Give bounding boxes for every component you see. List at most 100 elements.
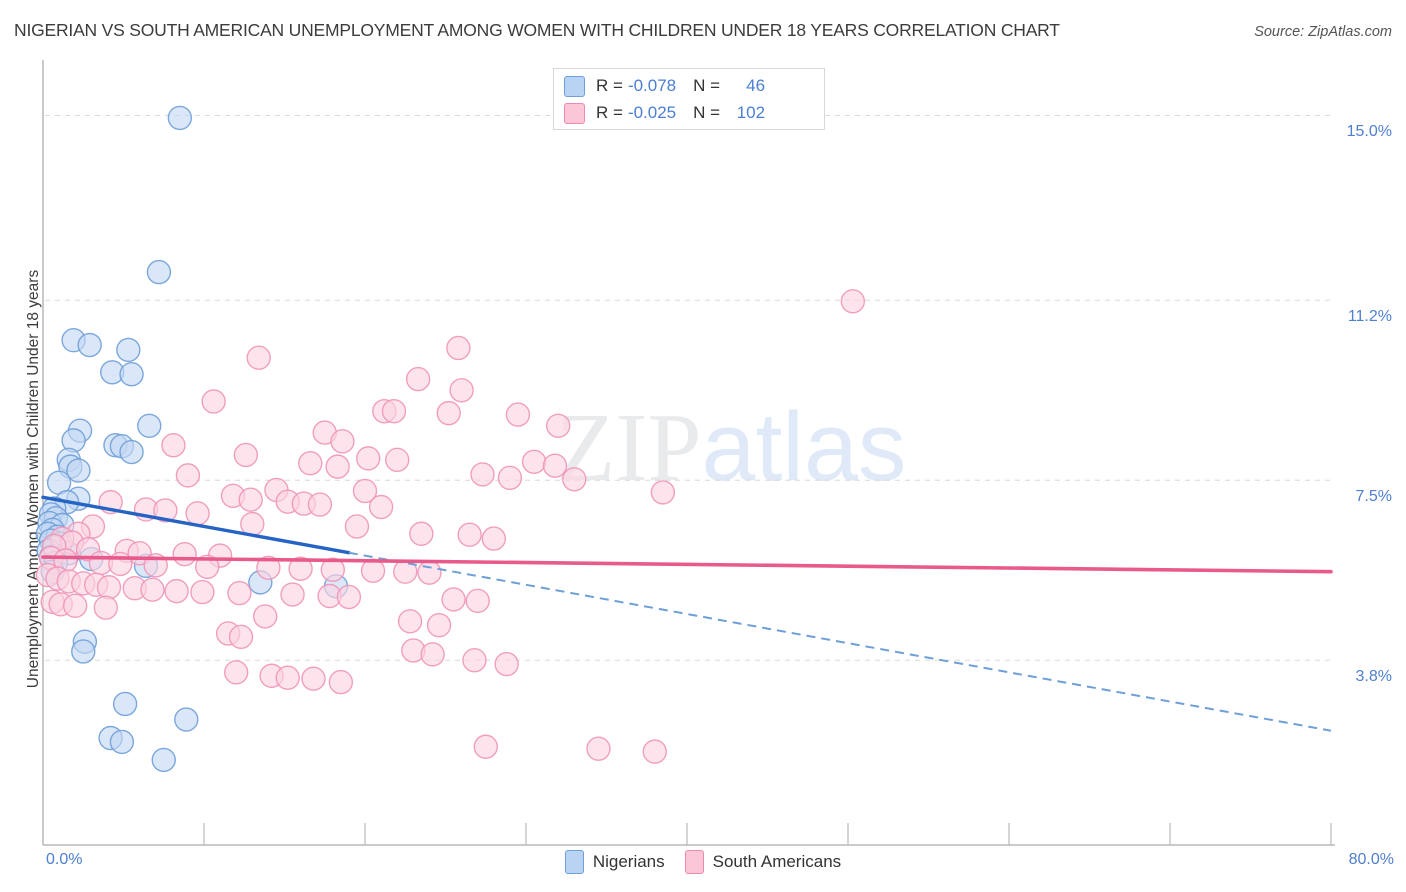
data-point bbox=[93, 595, 118, 620]
data-point bbox=[356, 446, 381, 471]
data-point bbox=[164, 578, 189, 604]
series-points-south-americans bbox=[35, 289, 866, 764]
data-point bbox=[137, 413, 162, 438]
series-label-nigerians: Nigerians bbox=[592, 852, 665, 871]
data-point bbox=[330, 429, 355, 454]
data-point bbox=[426, 612, 452, 638]
trendline-south-americans bbox=[41, 555, 1333, 574]
data-point bbox=[185, 501, 210, 526]
data-point bbox=[417, 560, 442, 585]
data-point bbox=[298, 451, 323, 476]
x-tick-label-max: 80.0% bbox=[1348, 851, 1394, 868]
data-point bbox=[436, 400, 461, 426]
data-point bbox=[252, 604, 278, 629]
data-point bbox=[96, 575, 122, 600]
data-point bbox=[119, 362, 144, 387]
data-point bbox=[146, 259, 172, 285]
data-point bbox=[288, 556, 313, 581]
data-point bbox=[586, 736, 611, 761]
data-point bbox=[62, 593, 88, 618]
n-label-south-americans: N = bbox=[693, 103, 721, 122]
data-point bbox=[256, 555, 281, 580]
correlation-legend: R = -0.078 N = 46 R = -0.025 N = 102 bbox=[553, 68, 825, 130]
data-point bbox=[441, 587, 466, 612]
data-point bbox=[228, 624, 254, 650]
data-point bbox=[71, 639, 96, 664]
data-point bbox=[336, 584, 362, 610]
data-point bbox=[505, 402, 531, 427]
n-value-south-americans: 102 bbox=[736, 103, 766, 122]
y-tick-label-3: 3.8% bbox=[1355, 668, 1392, 686]
r-value-south-americans: -0.025 bbox=[627, 103, 677, 122]
data-point bbox=[77, 332, 102, 358]
data-point bbox=[172, 541, 197, 567]
data-point bbox=[420, 642, 445, 667]
data-point bbox=[112, 691, 138, 717]
data-point bbox=[301, 666, 326, 691]
legend-row-south-americans: R = -0.025 N = 102 bbox=[564, 100, 765, 126]
data-point bbox=[201, 389, 226, 414]
source-attribution: Source: ZipAtlas.com bbox=[1254, 24, 1392, 40]
r-value-nigerians: -0.078 bbox=[627, 76, 677, 95]
data-point bbox=[175, 463, 201, 488]
data-point bbox=[238, 487, 263, 512]
series-points-nigerians bbox=[35, 105, 349, 773]
x-tick-label-min: 0.0% bbox=[46, 851, 83, 868]
n-label-nigerians: N = bbox=[693, 76, 721, 95]
data-point bbox=[280, 582, 305, 607]
y-tick-label-2: 7.5% bbox=[1355, 488, 1392, 506]
r-label-south-americans: R = bbox=[596, 103, 623, 122]
data-point bbox=[840, 289, 866, 314]
r-label-nigerians: R = bbox=[596, 76, 623, 95]
data-point bbox=[405, 366, 431, 392]
data-point bbox=[153, 498, 178, 523]
trendline-nigerians-solid bbox=[41, 495, 351, 555]
legend-swatch-nigerians bbox=[564, 75, 585, 97]
series-swatch-nigerians bbox=[564, 850, 584, 874]
page-title: NIGERIAN VS SOUTH AMERICAN UNEMPLOYMENT … bbox=[14, 20, 1060, 40]
data-point bbox=[497, 465, 523, 491]
data-point bbox=[473, 734, 498, 759]
data-point bbox=[66, 458, 91, 483]
n-value-nigerians: 46 bbox=[746, 76, 766, 95]
data-point bbox=[195, 554, 220, 580]
data-point bbox=[275, 665, 300, 690]
data-point bbox=[108, 551, 133, 577]
y-tick-label-1: 11.2% bbox=[1347, 308, 1392, 326]
data-point bbox=[116, 337, 141, 363]
data-point bbox=[462, 647, 487, 673]
series-legend-item-south-americans[interactable]: South Americans bbox=[684, 850, 842, 874]
data-point bbox=[650, 480, 676, 505]
data-point bbox=[161, 433, 186, 458]
data-point bbox=[481, 526, 506, 551]
data-point bbox=[140, 577, 165, 602]
data-point bbox=[546, 413, 571, 438]
data-point bbox=[344, 514, 370, 539]
y-tick-label-0: 15.0% bbox=[1346, 123, 1392, 141]
legend-swatch-south-americans bbox=[564, 102, 585, 124]
data-point bbox=[457, 522, 482, 547]
data-point bbox=[352, 478, 378, 504]
data-point bbox=[397, 609, 423, 634]
legend-row-nigerians: R = -0.078 N = 46 bbox=[564, 73, 765, 99]
data-point bbox=[521, 449, 547, 474]
data-point bbox=[470, 462, 495, 487]
data-point bbox=[174, 707, 199, 732]
data-point bbox=[446, 335, 471, 361]
data-point bbox=[449, 378, 474, 403]
data-point bbox=[233, 442, 259, 468]
series-legend: Nigerians South Americans bbox=[0, 850, 1406, 874]
data-point bbox=[325, 454, 350, 479]
data-point bbox=[151, 747, 176, 773]
data-point bbox=[562, 467, 587, 492]
data-point bbox=[368, 494, 394, 520]
series-legend-item-nigerians[interactable]: Nigerians bbox=[564, 850, 665, 874]
data-point bbox=[381, 398, 407, 424]
data-point bbox=[465, 588, 490, 614]
data-point bbox=[227, 580, 252, 606]
series-label-south-americans: South Americans bbox=[712, 852, 842, 871]
data-point bbox=[307, 492, 333, 517]
data-point bbox=[190, 579, 215, 605]
data-point bbox=[109, 729, 135, 755]
